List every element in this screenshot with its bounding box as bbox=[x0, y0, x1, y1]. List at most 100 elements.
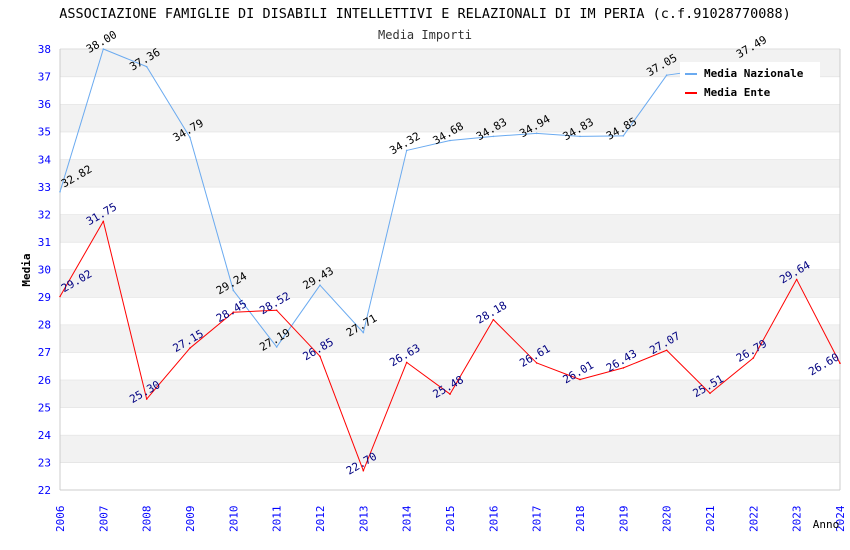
legend-label-nazionale: Media Nazionale bbox=[704, 67, 804, 80]
series-segment-nazionale bbox=[362, 150, 408, 333]
x-tick-label: 2007 bbox=[97, 506, 110, 533]
y-tick-label: 38 bbox=[38, 43, 51, 56]
data-point bbox=[362, 331, 365, 334]
series-segment-ente bbox=[796, 279, 841, 364]
x-tick-label: 2018 bbox=[574, 506, 587, 533]
data-point bbox=[752, 357, 755, 359]
series-segment-nazionale bbox=[232, 290, 278, 348]
y-tick-label: 33 bbox=[38, 181, 51, 194]
y-tick-label: 26 bbox=[38, 374, 51, 387]
x-tick-label: 2021 bbox=[704, 506, 717, 533]
data-point bbox=[189, 347, 191, 349]
y-tick-label: 31 bbox=[38, 236, 51, 249]
x-tick-label: 2008 bbox=[141, 506, 154, 533]
y-tick-label: 22 bbox=[38, 484, 51, 497]
y-tick-label: 35 bbox=[38, 126, 51, 139]
data-point bbox=[492, 318, 495, 321]
y-tick-label: 29 bbox=[38, 291, 51, 304]
data-point bbox=[275, 346, 278, 348]
x-tick-label: 2023 bbox=[791, 506, 804, 533]
x-tick-label: 2009 bbox=[184, 506, 197, 533]
x-tick-label: 2017 bbox=[531, 506, 544, 533]
y-tick-label: 32 bbox=[38, 208, 51, 221]
series-segment-nazionale bbox=[449, 135, 494, 142]
data-point bbox=[449, 393, 451, 395]
data-point bbox=[579, 135, 581, 138]
series-segment-nazionale bbox=[319, 284, 364, 333]
y-tick-label: 36 bbox=[38, 98, 51, 111]
series-segment-nazionale bbox=[146, 66, 191, 138]
series-segment-ente bbox=[146, 347, 191, 400]
grid-band bbox=[60, 297, 840, 325]
data-point bbox=[319, 284, 321, 287]
grid-band bbox=[60, 462, 840, 490]
grid-band bbox=[60, 269, 840, 298]
series-segment-ente bbox=[666, 349, 711, 394]
grid-band bbox=[60, 186, 840, 215]
grid-band bbox=[60, 214, 840, 242]
y-tick-label: 37 bbox=[38, 71, 51, 84]
data-point bbox=[492, 135, 495, 138]
data-point bbox=[275, 309, 278, 312]
series-segment-ente bbox=[752, 279, 798, 359]
series-segment-ente bbox=[189, 311, 234, 349]
legend: Media Nazionale Media Ente bbox=[680, 62, 820, 104]
data-point bbox=[232, 311, 235, 314]
series-segment-nazionale bbox=[579, 135, 624, 137]
y-tick-label: 24 bbox=[38, 429, 52, 442]
x-axis-label: Anno bbox=[813, 518, 840, 531]
data-point bbox=[622, 135, 625, 137]
series-segment-ente bbox=[709, 357, 754, 394]
x-tick-label: 2013 bbox=[357, 506, 370, 533]
grid-band bbox=[60, 131, 840, 160]
x-tick-label: 2012 bbox=[314, 506, 327, 533]
series-segment-nazionale bbox=[536, 132, 581, 137]
series-segment-ente bbox=[579, 367, 624, 380]
data-point bbox=[579, 378, 581, 381]
series-segment-ente bbox=[492, 319, 538, 364]
data-point bbox=[145, 65, 148, 68]
data-point bbox=[319, 355, 321, 358]
data-point bbox=[795, 278, 798, 281]
y-tick-label: 25 bbox=[38, 401, 51, 414]
series-segment-nazionale bbox=[406, 140, 451, 151]
x-tick-label: 2022 bbox=[747, 506, 760, 533]
series-segment-ente bbox=[59, 221, 104, 297]
series-segment-nazionale bbox=[103, 48, 147, 68]
data-point bbox=[535, 362, 538, 364]
y-axis-label: Media bbox=[20, 253, 33, 286]
data-point bbox=[839, 362, 841, 365]
data-point bbox=[59, 295, 61, 298]
series-segment-nazionale bbox=[493, 132, 537, 137]
grid-band bbox=[60, 407, 840, 435]
x-tick-label: 2015 bbox=[444, 506, 457, 533]
x-tick-label: 2019 bbox=[617, 506, 630, 533]
series-segment-ente bbox=[449, 319, 494, 395]
x-tick-label: 2024 bbox=[834, 505, 847, 532]
x-tick-label: 2010 bbox=[227, 506, 240, 533]
data-point bbox=[405, 149, 408, 152]
data-point bbox=[232, 289, 235, 292]
chart-subtitle: Media Importi bbox=[378, 28, 472, 42]
y-tick-label: 30 bbox=[38, 264, 51, 277]
series-segment-ente bbox=[362, 362, 408, 471]
series-segment-ente bbox=[319, 356, 364, 471]
series-segment-nazionale bbox=[189, 137, 234, 291]
y-tick-label: 23 bbox=[38, 456, 51, 469]
series-segment-nazionale bbox=[276, 284, 321, 348]
grid-band bbox=[60, 352, 840, 380]
series-segment-nazionale bbox=[622, 74, 668, 137]
grid-band bbox=[60, 104, 840, 132]
x-tick-label: 2006 bbox=[54, 506, 67, 533]
grid-band bbox=[60, 241, 840, 270]
y-tick-label: 34 bbox=[38, 153, 52, 166]
grid-band bbox=[60, 434, 840, 463]
x-tick-label: 2020 bbox=[661, 506, 674, 533]
data-point bbox=[709, 392, 711, 395]
y-tick-label: 27 bbox=[38, 346, 51, 359]
series-segment-ente bbox=[623, 349, 667, 369]
y-tick-label: 28 bbox=[38, 319, 51, 332]
data-point bbox=[59, 190, 61, 193]
data-point bbox=[362, 469, 365, 472]
